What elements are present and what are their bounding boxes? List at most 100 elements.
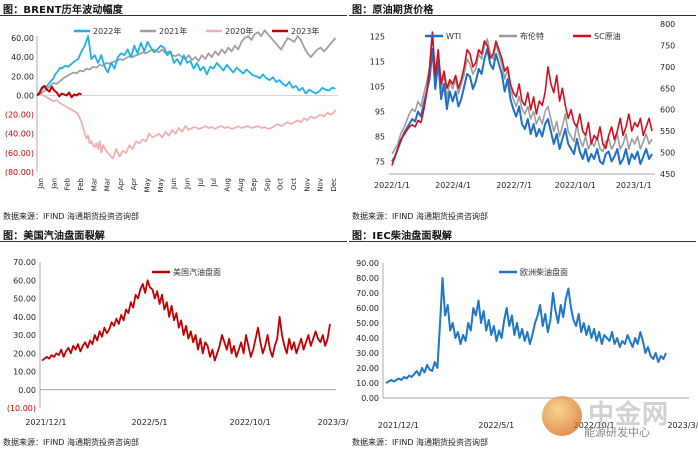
x-tick-label: 2023/3/ (667, 421, 698, 430)
x-tick-label: 2021/12/1 (25, 418, 66, 427)
y-tick-label: 50.00 (356, 319, 379, 328)
series-line-1 (36, 29, 337, 97)
y-tick-label: 80.00 (356, 274, 379, 283)
series-line-2 (36, 92, 337, 160)
data-source: 数据来源：IFIND 海通期货投资咨询部 (352, 212, 489, 221)
panel-us-gasoline-crack: 图：美国汽油盘面裂解 70.00 60.00 50.00 40.00 30.00 20.0… (0, 226, 349, 452)
x-tick-label: 2022/1/1 (374, 181, 410, 190)
y-tick-label: 20.00 (13, 349, 36, 358)
x-tick-label: May (157, 178, 165, 192)
panel-iec-diesel-crack: 图：IEC柴油盘面裂解 90.00 80.00 70.00 60.00 50.00 40.… (349, 226, 698, 452)
y-tick-label: 10.00 (13, 368, 36, 377)
x-tick-label: Dec (330, 178, 338, 192)
y-tick-label: 90.00 (356, 259, 379, 268)
x-tick-label: Jun (170, 178, 178, 190)
panel-title: 图：BRENT历年波动幅度 (3, 5, 123, 16)
series-line-0 (36, 35, 336, 96)
legend-label: 2020年 (225, 26, 253, 36)
y-tick-label: 40.00 (356, 334, 379, 343)
x-tick-label: Aug (237, 178, 245, 192)
y-left-tick-label: 105 (370, 83, 385, 92)
x-tick-label: Jul (197, 178, 205, 188)
x-tick-label: Mar (104, 178, 112, 191)
y-left-tick-label: 125 (370, 33, 385, 42)
us-gasoline-crack-chart: 70.00 60.00 50.00 40.00 30.00 20.00 10.00 0.00 (… (7, 258, 349, 427)
y-right-tick-label: 650 (660, 84, 675, 93)
y-tick-label: 0.00 (18, 386, 36, 395)
y-right-tick-label: 600 (660, 106, 675, 115)
data-source: 数据来源：IFIND 海通期货投资咨询部 (352, 438, 489, 447)
x-tick-label: Sep (263, 177, 271, 191)
title-rule (349, 15, 696, 16)
x-tick-label: Feb (77, 177, 85, 190)
x-tick-label: Feb (64, 177, 72, 190)
panel-crude-futures: 图：原油期货价格 75 85 95 105 115 125 450 500 550 600 650 7… (349, 0, 698, 226)
y-tick-label: 20.00 (356, 364, 379, 373)
x-tick-label: Aug (223, 178, 231, 192)
x-tick-label: Oct (290, 178, 298, 190)
y-tick-label: 20.00 (11, 72, 34, 81)
y-tick-label: 10.00 (356, 379, 379, 388)
y-left-tick-label: 75 (375, 158, 385, 167)
y-tick-label: 0.00 (16, 91, 34, 100)
legend-label: 欧洲柴油盘面 (520, 267, 568, 277)
y-left-tick-label: 95 (375, 108, 385, 117)
series-line-0 (41, 279, 331, 362)
panel-title: 图：美国汽油盘面裂解 (3, 231, 105, 242)
y-tick-label: (40.00) (5, 130, 34, 139)
panel-title: 图：原油期货价格 (352, 5, 434, 16)
y-right-tick-label: 700 (660, 63, 675, 72)
x-tick-label: Apr (117, 178, 125, 190)
y-left-tick-label: 85 (375, 133, 385, 142)
crude-futures-chart: 75 85 95 105 115 125 450 500 550 600 650 700 750 800 2… (370, 20, 676, 190)
y-right-tick-label: 750 (660, 41, 675, 50)
x-tick-label: Jun (184, 178, 192, 190)
x-tick-label: Mar (90, 178, 98, 191)
x-tick-label: 2022/10/1 (574, 421, 615, 430)
y-tick-label: 60.00 (356, 304, 379, 313)
x-tick-label: Nov (303, 178, 311, 192)
x-tick-label: Oct (277, 178, 285, 190)
legend-label: SC原油 (594, 31, 621, 41)
title-rule (349, 241, 696, 242)
data-source: 数据来源：IFIND 海通期货投资咨询部 (3, 438, 140, 447)
y-right-tick-label: 450 (660, 170, 675, 179)
x-tick-label: Nov (317, 178, 325, 192)
brent-volatility-chart: 60.00 40.00 20.00 0.00 (20.00) (40.00) (60.00)… (5, 26, 338, 192)
y-tick-label: 70.00 (356, 289, 379, 298)
x-tick-label: 2021/12/1 (378, 421, 419, 430)
y-tick-label: 50.00 (13, 295, 36, 304)
series-line-0 (391, 48, 653, 165)
x-tick-label: 2022/10/1 (555, 181, 596, 190)
legend-label: 2023年 (291, 26, 319, 36)
y-right-tick-label: 550 (660, 127, 675, 136)
y-tick-label: 60.00 (11, 34, 34, 43)
data-source: 数据来源：IFIND 海通期货投资咨询部 (3, 212, 140, 221)
x-tick-label: 2022/7/1 (496, 181, 532, 190)
y-tick-label: (60.00) (5, 149, 34, 158)
x-tick-label: Jan (50, 178, 58, 190)
iec-diesel-crack-chart: 90.00 80.00 70.00 60.00 50.00 40.00 30.00 20.00… (356, 259, 698, 430)
y-tick-label: 30.00 (356, 349, 379, 358)
legend-label: 2022年 (93, 26, 121, 36)
legend-label: WTI (446, 32, 461, 41)
x-tick-label: May (144, 178, 152, 192)
x-tick-label: 2023/3/ (318, 418, 349, 427)
y-tick-label: 40.00 (13, 313, 36, 322)
y-tick-label: (80.00) (5, 168, 34, 177)
y-tick-label: 0.00 (361, 394, 379, 403)
panel-title: 图：IEC柴油盘面裂解 (352, 231, 453, 242)
x-tick-label: 2022/10/1 (230, 418, 271, 427)
x-tick-label: 2022/5/1 (132, 418, 168, 427)
x-tick-label: Jul (210, 178, 218, 188)
x-tick-label: 2023/1/1 (616, 181, 652, 190)
legend-label: 布伦特 (520, 31, 544, 41)
y-tick-label: (10.00) (7, 404, 36, 413)
x-tick-label: 2022/4/1 (435, 181, 471, 190)
x-tick-label: Jan (37, 178, 45, 190)
y-left-tick-label: 115 (370, 58, 385, 67)
y-right-tick-label: 500 (660, 149, 675, 158)
y-tick-label: 70.00 (13, 258, 36, 267)
series-line-2 (391, 31, 653, 166)
title-rule (0, 241, 347, 242)
